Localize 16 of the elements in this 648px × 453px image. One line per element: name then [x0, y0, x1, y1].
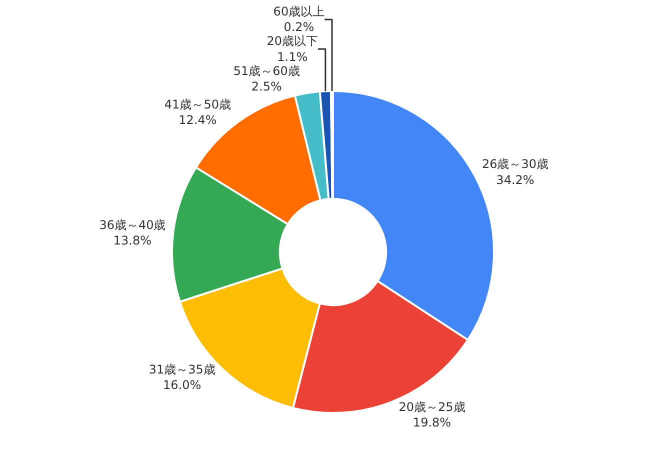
data-label: 13.8% [113, 233, 152, 248]
data-label: 16.0% [163, 378, 202, 392]
data-label: 34.2% [496, 172, 534, 187]
data-label: 12.4% [178, 112, 217, 127]
data-label: 1.1% [277, 50, 308, 64]
data-label: 0.2% [284, 20, 314, 34]
data-label: 2.5% [251, 79, 282, 94]
slice-label: 20歳～25歳 [398, 400, 466, 414]
slice-label: 20歳以下 [266, 34, 318, 48]
slice-label: 31歳～35歳 [148, 362, 216, 376]
slice-label: 60歳以上 [273, 4, 325, 19]
slice-label: 36歳～40歳 [99, 218, 166, 232]
data-label: 19.8% [412, 416, 452, 430]
slice-label: 51歳～60歳 [233, 64, 300, 78]
slice-label: 41歳～50歳 [164, 97, 231, 112]
slice-label: 26歳～30歳 [482, 157, 549, 172]
